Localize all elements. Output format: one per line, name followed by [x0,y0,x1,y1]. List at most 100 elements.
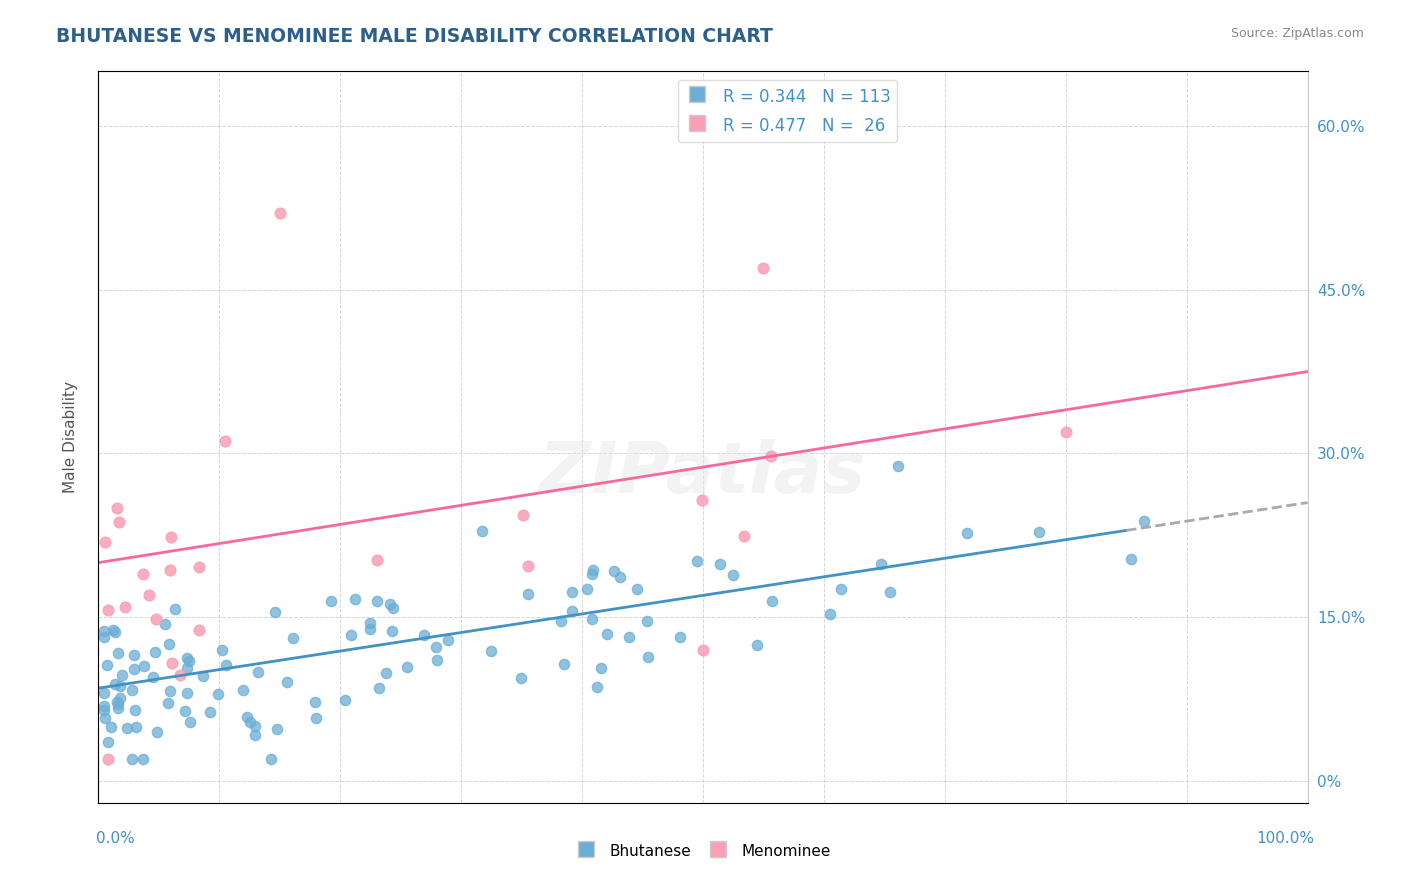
Point [108,515,131,529]
Point [132,658,155,673]
Point [143,645,166,659]
Point [304,695,326,709]
Point [581,566,603,581]
Point [576,582,599,596]
Point [378,597,401,611]
Point [413,627,436,641]
Point [108,690,131,705]
Point [471,524,494,538]
Point [179,715,201,730]
Point [176,661,198,675]
Legend: Bhutanese, Menominee: Bhutanese, Menominee [568,836,838,866]
Point [733,529,755,543]
Point [104,677,127,691]
Point [105,696,128,710]
Point [685,553,707,567]
Point [101,624,124,638]
Point [359,616,381,631]
Point [159,637,181,651]
Point [124,703,146,717]
Point [187,560,209,574]
Point [586,681,609,695]
Point [396,660,419,674]
Point [636,614,658,628]
Point [603,564,626,578]
Point [145,612,167,626]
Point [264,605,287,619]
Point [93,699,115,714]
Point [375,666,398,681]
Point [333,693,356,707]
Point [108,679,131,693]
Point [637,650,659,665]
Point [516,587,538,601]
Legend: R = 0.344   N = 113, R = 0.477   N =  26: R = 0.344 N = 113, R = 0.477 N = 26 [678,79,897,142]
Point [121,682,143,697]
Point [193,669,215,683]
Point [93,535,115,549]
Point [96,603,118,617]
Point [198,706,221,720]
Point [512,508,534,523]
Point [591,660,613,674]
Point [211,643,233,657]
Point [305,710,328,724]
Point [215,658,238,673]
Point [207,687,229,701]
Point [107,646,129,660]
Point [609,570,631,584]
Point [94,711,117,725]
Point [105,501,128,516]
Point [125,720,148,734]
Point [163,601,186,615]
Point [232,683,254,698]
Point [869,558,891,572]
Point [436,632,458,647]
Point [93,703,115,717]
Point [596,626,619,640]
Text: Source: ZipAtlas.com: Source: ZipAtlas.com [1230,27,1364,40]
Point [692,643,714,657]
Point [96,658,118,673]
Point [381,624,404,638]
Point [187,623,209,637]
Point [344,592,367,607]
Point [107,701,129,715]
Point [122,648,145,663]
Point [366,552,388,566]
Point [553,657,575,672]
Point [174,704,197,718]
Point [104,624,127,639]
Point [721,568,744,582]
Point [93,630,115,644]
Point [879,585,901,599]
Point [269,206,291,220]
Point [131,567,153,582]
Point [260,752,283,766]
Point [956,526,979,541]
Point [582,563,605,577]
Point [159,563,181,577]
Point [157,696,180,710]
Point [159,684,181,698]
Point [146,725,169,739]
Point [107,697,129,711]
Point [176,686,198,700]
Point [368,681,391,696]
Point [214,434,236,448]
Point [239,715,262,730]
Point [276,675,298,690]
Point [245,728,267,742]
Point [319,594,342,608]
Point [97,735,120,749]
Point [122,662,145,676]
Point [117,721,139,735]
Point [159,530,181,544]
Point [1119,552,1142,566]
Point [479,644,502,658]
Point [131,752,153,766]
Point [426,653,449,667]
Text: 100.0%: 100.0% [1257,831,1315,846]
Y-axis label: Male Disability: Male Disability [63,381,77,493]
Point [550,614,572,628]
